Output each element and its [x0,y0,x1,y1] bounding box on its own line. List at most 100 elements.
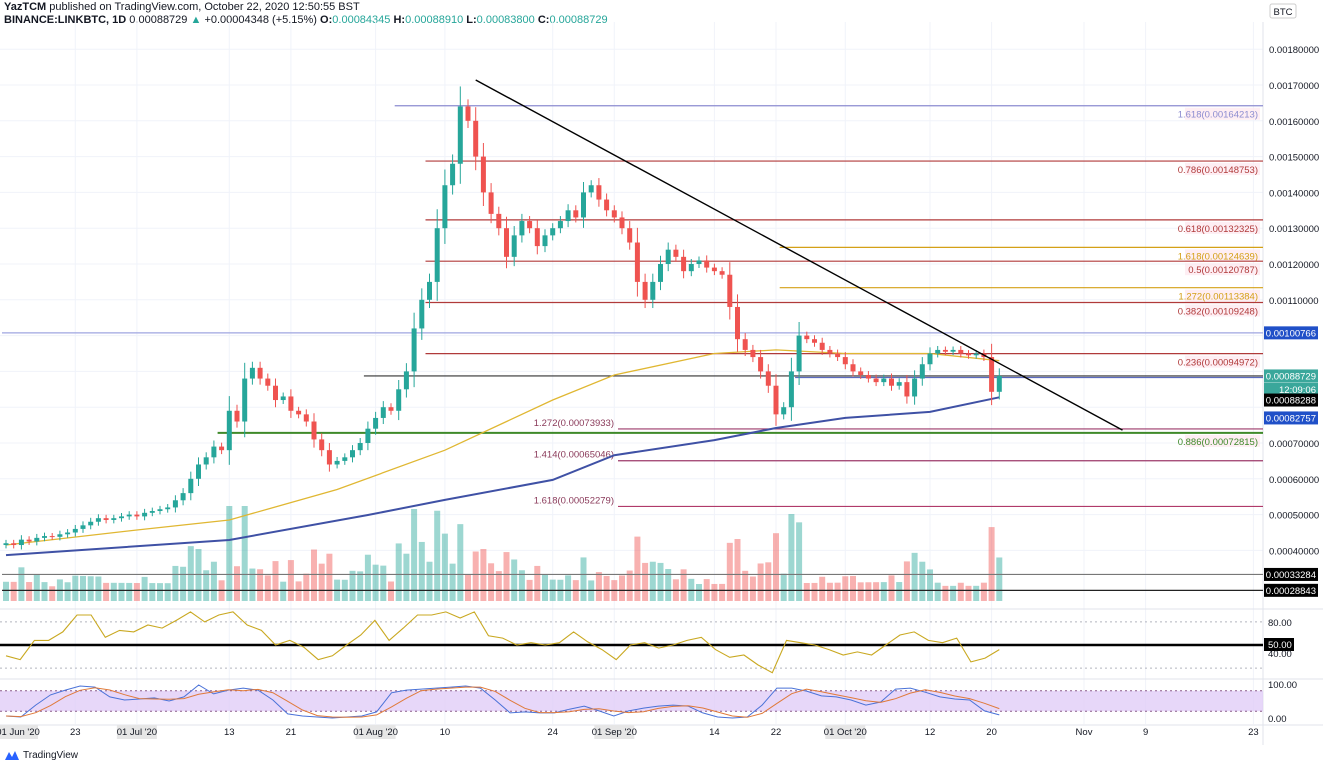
descending-trendline [475,79,1123,431]
symbol[interactable]: BINANCE:LINKBTC, 1D [4,14,127,26]
volume-bar [133,583,140,601]
volume-bar [395,543,402,601]
price-badge [1264,567,1318,581]
candle [973,353,979,356]
published-text: published on TradingView.com, October 22… [49,1,360,13]
candle [519,221,525,236]
price-tick: 0.00180000 [1269,45,1319,56]
volume-bar [518,570,525,601]
candle [696,260,702,264]
price-badge-text: 0.00028843 [1266,586,1316,597]
candle [149,511,155,513]
volume-bar [95,576,102,601]
volume-bar [326,553,333,601]
price-badge-text: 0.00082757 [1266,413,1316,424]
candle [781,407,787,415]
candle [573,210,579,218]
candle [966,353,971,356]
candle [172,500,178,508]
fib-level-label: 0.236(0.00094972) [1178,358,1258,369]
candle [819,342,825,350]
candle [881,378,887,383]
volume-bar [126,582,133,601]
fib-label-bg [1185,289,1260,302]
time-tick: 10 [440,727,451,738]
candle [688,264,694,272]
time-tick: 21 [286,727,297,738]
rsi-value-badge [1264,638,1294,651]
candle [427,281,432,300]
volume-bar [534,565,541,601]
time-tick: 9 [1143,727,1148,738]
candle [665,249,671,264]
volume-bar [842,576,849,601]
volume-bar [811,582,818,601]
time-tick-bg [116,725,157,739]
candle [396,389,402,411]
tradingview-logo[interactable]: TradingView [4,749,78,761]
fib-level-label: 1.272(0.00113384) [1178,292,1258,303]
time-tick: 13 [224,727,235,738]
volume-bar [311,549,317,601]
candle [226,410,232,451]
volume-bar [657,562,664,601]
volume-bar [257,569,264,601]
volume-bar [495,571,502,601]
volume-bar [357,571,364,601]
volume-bar [803,583,810,601]
stoch-rsi-pane: 100.00 0.00 [0,680,1297,725]
trendline[interactable] [475,79,1123,431]
volume-bar [726,542,733,601]
volume-bar [49,586,56,601]
time-tick: 12 [925,727,936,738]
volume-bar [164,583,171,601]
fib-levels: 1.618(0.00164213) 0.786(0.00148753) 0.618(… [2,105,1263,591]
candle [873,378,879,383]
candle [95,518,101,522]
volume-bar [896,582,903,601]
candle [88,521,94,526]
volume-bar [226,506,233,601]
candle [126,514,132,517]
candle [180,493,186,501]
volume-bar [927,569,933,601]
candle [996,375,1002,392]
symbol-legend: BINANCE:LINKBTC, 1D 0.00088729 ▲ +0.0000… [4,14,608,26]
candle [557,221,563,229]
time-axis[interactable]: 01 Jun '20 23 01 Jul '20 13 21 01 Aug '20 10 24… [0,725,1259,739]
candle [165,507,171,510]
fib-label-bg [1185,355,1260,368]
price-badge-text: 0.00100766 [1266,328,1316,339]
rsi-line [5,611,1000,674]
candle [80,525,86,529]
candle [480,156,486,193]
volume-bar [619,575,625,601]
candle [858,371,864,375]
author[interactable]: YazTCM [4,1,47,13]
volume-bar [773,533,779,601]
candle [927,353,933,365]
volume-bar [472,551,479,601]
candle [49,536,55,538]
price-tick: 0.00120000 [1269,260,1319,271]
candle [342,457,348,461]
candle [758,357,764,372]
candle [634,242,640,282]
candle [450,163,456,186]
volume-bar [988,527,995,601]
volume-bar [873,582,880,601]
candle [812,339,817,343]
volume-bar [411,509,418,601]
stoch-tick: 0.00 [1268,714,1287,725]
volume-bar [888,575,895,601]
volume-bar [187,546,194,601]
price-change: +0.00004348 (+5.15%) [204,14,317,26]
candle [604,199,610,211]
price-axis[interactable]: BTC 0.00180000 0.00170000 0.00160000 0.00150… [1264,3,1319,597]
fib-level-label: 1.272(0.00073933) [534,418,614,429]
volume-bar [41,582,48,601]
fib-level-label: 0.786(0.00148753) [1178,165,1258,176]
volume-bar [634,536,641,601]
candle [219,446,225,451]
